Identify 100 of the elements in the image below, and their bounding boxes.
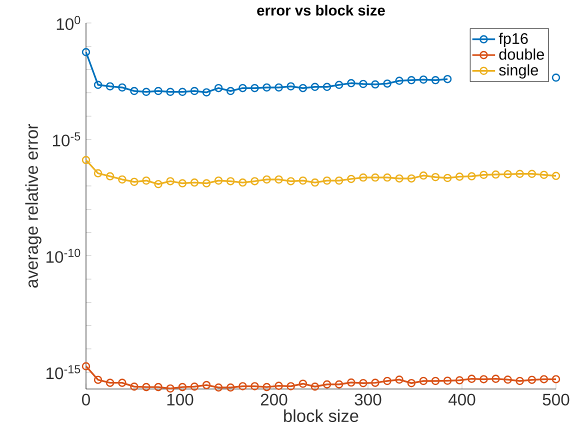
point [480, 170, 488, 179]
point [118, 83, 126, 92]
point [443, 74, 452, 84]
point [383, 376, 392, 386]
point [334, 176, 344, 185]
point [202, 380, 211, 390]
point [274, 175, 283, 184]
point [262, 175, 271, 184]
point [238, 84, 247, 92]
y-tick-label: 10$^{0}$ [56, 16, 80, 30]
point [334, 80, 344, 89]
point [516, 170, 524, 178]
point [492, 374, 500, 383]
point [166, 384, 174, 393]
point [334, 380, 344, 389]
point [226, 86, 235, 96]
point [310, 382, 320, 391]
y-tick-label: 10$^{-5}$ [52, 132, 80, 146]
point [166, 177, 174, 186]
point [298, 84, 308, 92]
point [190, 86, 199, 96]
point [94, 376, 102, 384]
point [347, 378, 356, 387]
point [250, 84, 259, 92]
point [94, 169, 102, 178]
point [431, 172, 440, 182]
point [190, 178, 199, 187]
point [407, 174, 416, 183]
point [395, 375, 404, 384]
point [540, 170, 548, 179]
point [262, 83, 271, 92]
point [130, 86, 138, 96]
point [395, 174, 404, 183]
point [154, 382, 162, 392]
point [130, 382, 138, 391]
point [298, 380, 308, 388]
point [455, 376, 464, 384]
x-axis-title: block size [284, 409, 358, 422]
point [322, 82, 332, 92]
point [371, 378, 380, 387]
point [154, 180, 162, 188]
point [202, 179, 211, 188]
legend-label: single [499, 64, 538, 79]
point [468, 374, 476, 383]
point [274, 83, 283, 92]
point [118, 175, 126, 184]
point [82, 48, 90, 56]
point [82, 362, 90, 370]
point [310, 178, 320, 187]
point [322, 176, 332, 185]
point [419, 171, 428, 180]
point [118, 378, 126, 387]
point [286, 382, 295, 390]
point [540, 375, 548, 384]
point [359, 80, 368, 88]
point [431, 376, 440, 386]
point [154, 86, 162, 96]
point [106, 82, 114, 90]
point [250, 382, 259, 390]
point [130, 178, 138, 186]
legend-label: fp16 [498, 32, 528, 48]
point [262, 382, 271, 392]
point [322, 380, 332, 389]
point [310, 82, 320, 92]
y-axis-title: average relative error [25, 124, 42, 288]
point [238, 178, 247, 187]
point [250, 177, 259, 186]
point [190, 382, 199, 391]
point [395, 76, 404, 85]
point [552, 375, 560, 384]
point [371, 80, 380, 89]
point [94, 80, 102, 89]
x-tick-label: 100 [167, 394, 194, 406]
legend-label: double [499, 48, 544, 60]
point [142, 382, 150, 392]
point [214, 176, 223, 185]
point [407, 378, 416, 388]
point [238, 382, 247, 390]
point [552, 73, 560, 82]
point [371, 173, 380, 182]
point [455, 172, 464, 181]
x-tick-label: 400 [448, 394, 476, 406]
point [178, 88, 187, 96]
point [480, 375, 488, 384]
point [359, 173, 368, 182]
point [286, 82, 295, 90]
point [552, 172, 560, 180]
point [214, 84, 223, 92]
point [516, 376, 524, 386]
point [286, 177, 295, 186]
point [226, 383, 235, 392]
point [443, 376, 452, 385]
y-tick-label: 10$^{-15}$ [46, 365, 80, 380]
point [82, 156, 90, 164]
point [468, 172, 476, 180]
point [142, 88, 150, 96]
point [407, 76, 416, 84]
point [178, 179, 187, 188]
x-tick-label: 300 [354, 394, 382, 406]
point [166, 88, 174, 96]
